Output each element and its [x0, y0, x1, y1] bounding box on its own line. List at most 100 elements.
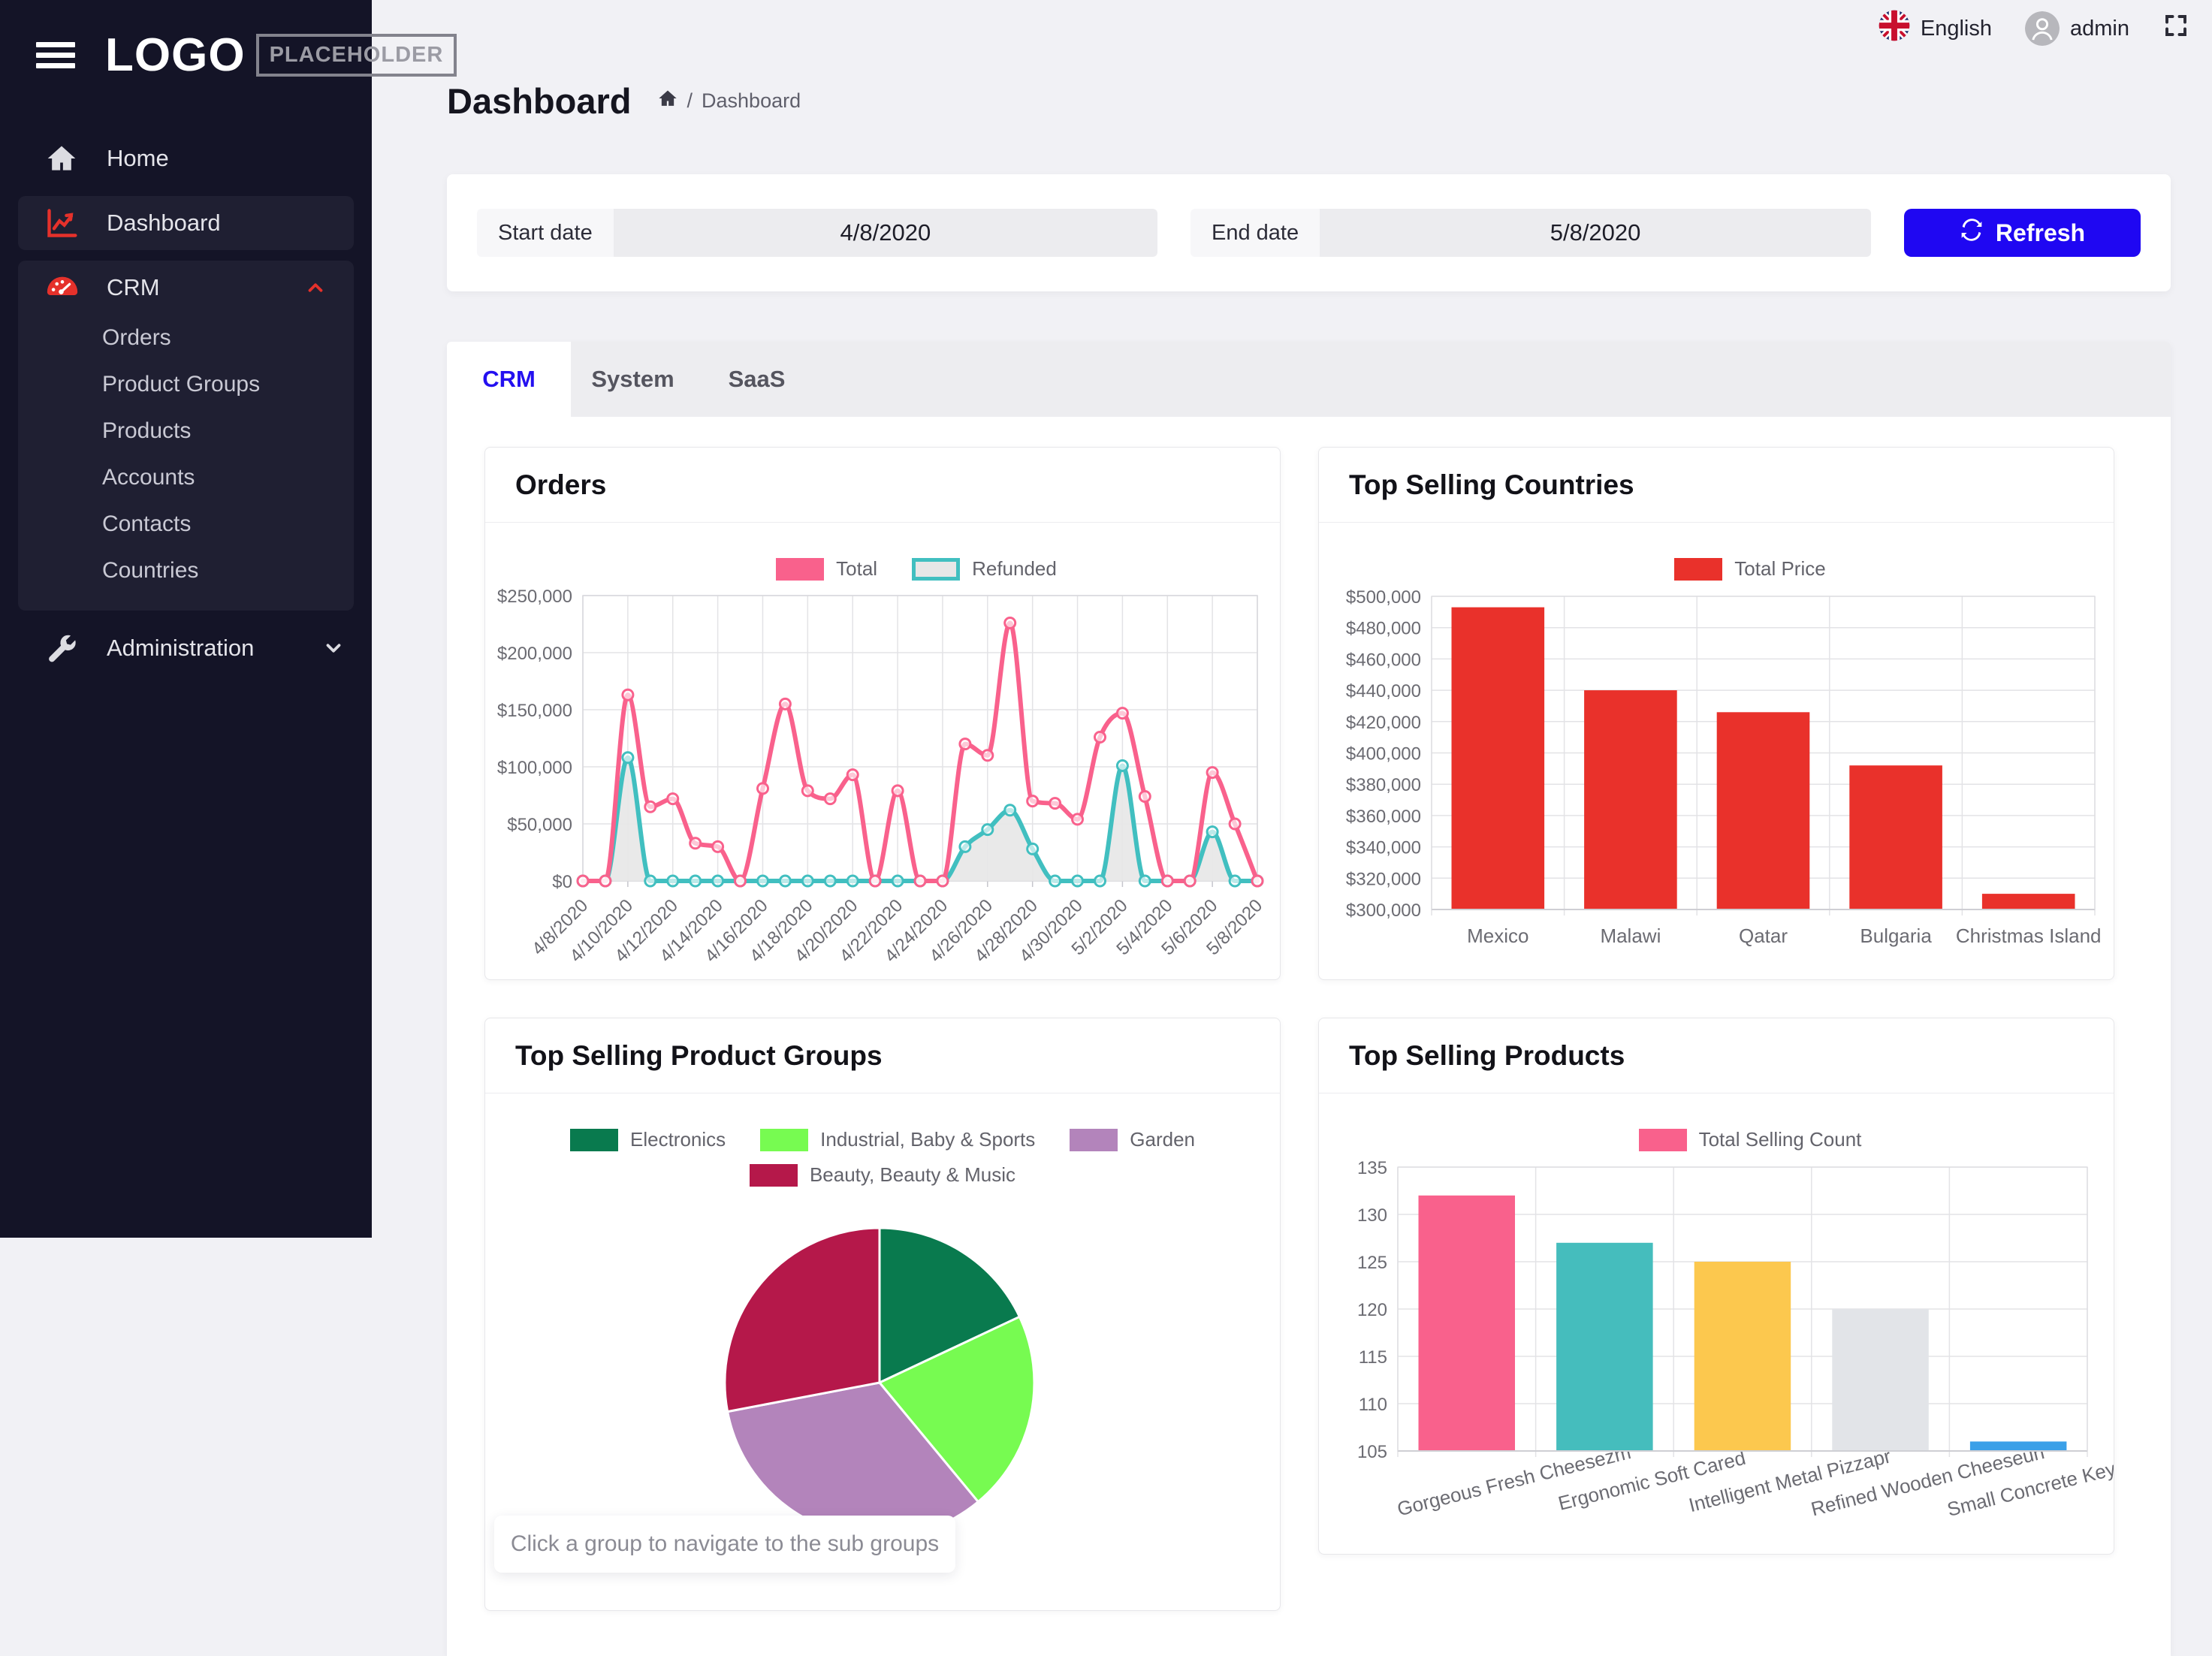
sidebar-item-label: Dashboard — [107, 210, 221, 236]
top-selling-products-card: Top Selling Products Total Selling Count… — [1318, 1018, 2171, 1555]
dashboard-tabs-container: CRM System SaaS Orders Total Refunded $0 $5… — [447, 342, 2171, 1656]
avatar — [2025, 11, 2060, 46]
svg-text:$360,000: $360,000 — [1346, 807, 1421, 827]
sidebar-item-countries[interactable]: Countries — [18, 547, 354, 594]
svg-text:$420,000: $420,000 — [1346, 713, 1421, 733]
legend-item: Refunded — [912, 557, 1057, 581]
svg-text:$50,000: $50,000 — [507, 815, 572, 835]
logo[interactable]: LOGO PLACEHOLDER — [105, 29, 457, 82]
svg-text:Refined Wooden Cheeseuh: Refined Wooden Cheeseuh — [1809, 1440, 2047, 1520]
legend-item: Beauty, Beauty & Music — [749, 1163, 1016, 1187]
svg-text:Malawi: Malawi — [1600, 925, 1661, 947]
start-date-input[interactable] — [613, 209, 1157, 257]
legend-item: Industrial, Baby & Sports — [760, 1128, 1035, 1151]
tab-strip: CRM System SaaS — [447, 342, 2171, 417]
start-date-group: Start date — [477, 209, 1157, 257]
svg-text:$400,000: $400,000 — [1346, 744, 1421, 765]
wrench-icon — [45, 630, 81, 666]
svg-text:Mexico: Mexico — [1467, 925, 1528, 947]
menu-toggle-icon[interactable] — [36, 37, 75, 74]
sidebar-item-dashboard[interactable]: Dashboard — [18, 196, 354, 250]
svg-text:$250,000: $250,000 — [497, 587, 572, 607]
refresh-label: Refresh — [1995, 219, 2086, 246]
svg-text:125: 125 — [1357, 1253, 1387, 1273]
orders-chart: Total Refunded $0 $50,000 $100,000 $150,000 $2… — [485, 557, 1280, 979]
card-title: Top Selling Products — [1349, 1039, 1625, 1071]
uk-flag-icon — [1879, 10, 1910, 47]
language-selector[interactable]: English — [1879, 10, 1992, 47]
chart-legend: Electronics Industrial, Baby & Sports Gard… — [515, 1128, 1251, 1187]
breadcrumb-current: Dashboard — [702, 89, 801, 112]
legend-swatch — [1674, 557, 1723, 581]
chevron-up-icon — [304, 276, 327, 299]
sidebar-item-crm[interactable]: CRM — [18, 261, 354, 315]
svg-text:Bulgaria: Bulgaria — [1860, 925, 1932, 947]
end-date-group: End date — [1190, 209, 1871, 257]
svg-text:135: 135 — [1357, 1158, 1387, 1178]
sub-item-label: Contacts — [102, 511, 192, 536]
svg-text:$480,000: $480,000 — [1346, 619, 1421, 639]
logo-badge: PLACEHOLDER — [255, 34, 457, 77]
sidebar-item-administration[interactable]: Administration — [0, 621, 372, 675]
sidebar-item-products[interactable]: Products — [18, 408, 354, 454]
chart-legend: Total Refunded — [515, 557, 1251, 581]
legend-label: Refunded — [972, 557, 1057, 580]
sub-item-label: Accounts — [102, 465, 195, 490]
svg-text:115: 115 — [1359, 1347, 1387, 1368]
tab-saas[interactable]: SaaS — [728, 366, 786, 392]
legend-label: Total — [836, 557, 878, 580]
date-filter-card: Start date End date Refresh — [447, 174, 2171, 291]
end-date-input[interactable] — [1320, 209, 1871, 257]
charts-grid: Orders Total Refunded $0 $50,000 $100,000 $15… — [447, 417, 2171, 1656]
main-content: Dashboard / Dashboard Start date End dat… — [447, 78, 2171, 1656]
pie-hint: Click a group to navigate to the sub gro… — [494, 1516, 955, 1573]
svg-text:130: 130 — [1357, 1205, 1387, 1226]
sidebar-item-home[interactable]: Home — [0, 131, 372, 186]
sidebar-item-label: CRM — [107, 274, 160, 300]
gauge-icon — [45, 270, 81, 306]
page-title: Dashboard — [447, 80, 632, 121]
legend-swatch — [749, 1163, 798, 1187]
legend-swatch — [912, 557, 961, 581]
breadcrumb: / Dashboard — [657, 88, 801, 114]
username-label: admin — [2070, 16, 2129, 41]
svg-text:$100,000: $100,000 — [497, 758, 572, 778]
sidebar-item-orders[interactable]: Orders — [18, 315, 354, 361]
start-date-label: Start date — [477, 209, 614, 257]
svg-text:$380,000: $380,000 — [1346, 775, 1421, 795]
svg-text:105: 105 — [1357, 1442, 1387, 1462]
svg-text:$300,000: $300,000 — [1346, 900, 1421, 921]
sidebar: LOGO PLACEHOLDER Home Dashboard — [0, 0, 457, 1238]
end-date-label: End date — [1190, 209, 1320, 257]
legend-item: Total — [776, 557, 877, 581]
sidebar-item-contacts[interactable]: Contacts — [18, 501, 354, 547]
sidebar-item-accounts[interactable]: Accounts — [18, 454, 354, 501]
user-menu[interactable]: admin — [2025, 11, 2129, 46]
card-title: Top Selling Countries — [1349, 469, 1634, 500]
svg-text:Qatar: Qatar — [1739, 925, 1788, 947]
sub-item-label: Product Groups — [102, 372, 261, 397]
chart-legend: Total Price — [1348, 557, 2084, 581]
chart-legend: Total Selling Count — [1348, 1128, 2084, 1151]
home-icon — [45, 140, 81, 176]
refresh-icon — [1960, 218, 1984, 248]
legend-label: Electronics — [629, 1128, 726, 1151]
svg-text:$0: $0 — [552, 872, 572, 892]
fullscreen-icon[interactable] — [2162, 12, 2189, 45]
breadcrumb-home-icon[interactable] — [657, 88, 678, 114]
legend-item: Total Price — [1674, 557, 1826, 581]
card-title: Top Selling Product Groups — [515, 1039, 883, 1071]
legend-label: Industrial, Baby & Sports — [820, 1128, 1036, 1151]
sidebar-item-label: Administration — [107, 635, 255, 661]
svg-text:110: 110 — [1359, 1395, 1387, 1415]
product-groups-pie-chart[interactable]: Electronics Industrial, Baby & Sports Gard… — [485, 1128, 1280, 1604]
tab-system[interactable]: System — [591, 366, 674, 392]
products-chart: Total Selling Count 105 110 115 120 125 130 135… — [1319, 1128, 2171, 1539]
language-label: English — [1920, 16, 1992, 41]
refresh-button[interactable]: Refresh — [1904, 209, 2141, 257]
legend-swatch — [760, 1128, 809, 1151]
card-title: Orders — [515, 469, 607, 500]
tab-crm[interactable]: CRM — [447, 342, 571, 417]
legend-label: Beauty, Beauty & Music — [809, 1163, 1016, 1186]
sidebar-item-product-groups[interactable]: Product Groups — [18, 361, 354, 408]
